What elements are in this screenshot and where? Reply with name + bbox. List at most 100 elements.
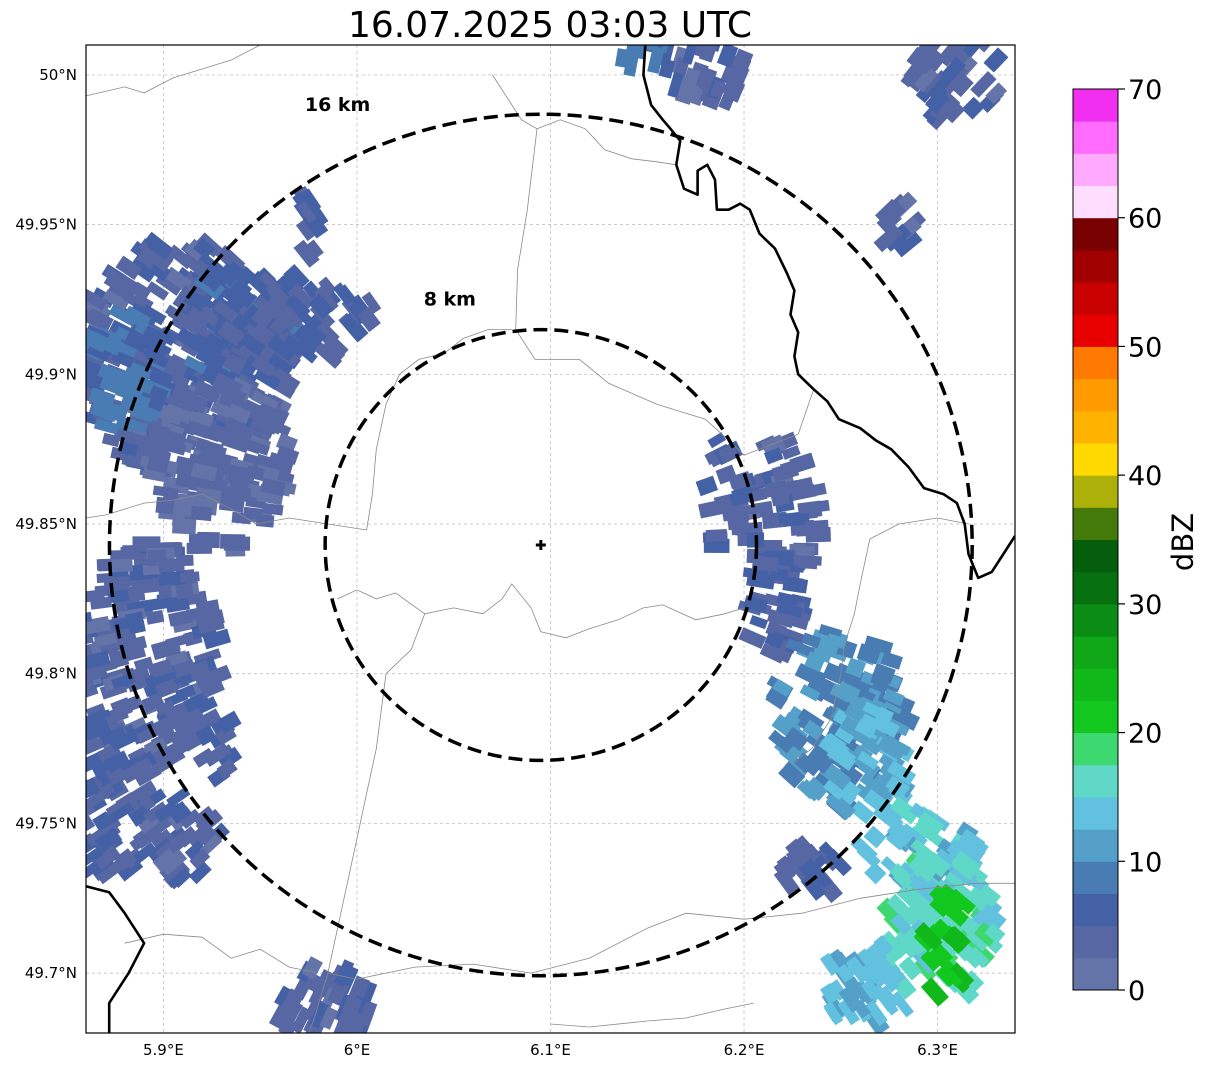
precip-cell [199,834,223,856]
precip-cell [729,48,754,78]
precip-cell [864,999,888,1027]
colorbar-label: dBZ [1166,513,1200,571]
precip-cell [781,445,801,460]
precip-cell [795,664,820,685]
precip-cell [136,724,162,744]
precip-cell [826,766,852,791]
precip-cell [94,827,123,853]
precip-cell [193,382,221,403]
precip-cell [795,752,822,777]
precip-cell [863,635,894,655]
colorbar-swatch [1073,700,1118,734]
range-ring-label: 8 km [424,288,476,310]
precip-cell [667,71,684,99]
colorbar-swatch [1073,314,1118,347]
colorbar-swatch [1073,185,1118,219]
precip-cell [920,977,949,1007]
precip-cell [145,737,168,756]
precip-cell [155,430,175,448]
precip-cell [287,283,316,312]
lat-tick-label: 49.85°N [15,515,77,533]
precip-cell [948,888,976,915]
precip-cell [183,691,211,713]
precip-cell [768,729,794,754]
precip-cell [806,861,832,889]
admin-boundary-line [366,328,512,531]
colorbar-swatch [1073,475,1118,508]
precip-cell [86,357,102,377]
precip-cell [146,456,170,474]
precip-cell [118,440,139,457]
precip-cell [834,797,857,818]
precip-cell [985,82,1008,105]
precip-cell [682,45,697,65]
precip-cell [260,478,286,497]
precip-cell [698,67,718,93]
precip-cell [886,760,917,786]
precip-cell [275,445,300,465]
lat-tick-label: 49.7°N [25,964,77,982]
precip-cell [844,976,867,1001]
precip-cell [777,602,803,618]
precip-cell [873,935,894,956]
range-ring-label: 16 km [305,94,371,116]
colorbar-swatch [1073,829,1118,862]
lon-tick-label: 6.3°E [917,1041,958,1059]
precip-cell [111,558,133,573]
precip-cell [152,485,179,499]
precip-cell [729,489,753,506]
precip-cell [337,999,356,1025]
colorbar-tick-label: 30 [1128,590,1162,621]
precip-cell [130,842,157,866]
precip-cell [147,549,167,566]
precip-cell [709,79,726,99]
precip-cell [776,591,800,607]
colorbar-swatch [1073,539,1118,573]
precip-cell [886,819,912,844]
precip-cell [268,452,291,469]
admin-boundary-line [308,613,426,1033]
precip-cell [908,855,937,883]
precip-cell [849,800,875,825]
precip-cell [145,350,170,369]
precip-cell [940,56,966,84]
precip-cell [319,1006,339,1030]
precip-cell [950,73,974,98]
precip-cell [153,641,181,657]
colorbar-tick-label: 50 [1128,332,1162,363]
colorbar-tick-label: 20 [1128,719,1162,750]
precip-cell [141,692,165,713]
lat-tick-label: 49.9°N [25,365,77,383]
precip-cell [210,400,233,419]
precip-cell [285,294,311,320]
precip-cell [863,825,887,849]
precip-cell [96,860,124,885]
precip-cell [230,283,257,309]
precip-cell [226,403,252,424]
precip-cell [193,237,216,260]
precip-cell [933,891,964,921]
colorbar-swatch [1073,89,1118,122]
precip-cell [890,913,913,936]
precip-cell [796,780,817,800]
precip-cell [856,844,881,869]
precip-cell [58,630,82,645]
precip-cell [318,276,337,297]
precip-cell [886,934,911,959]
colorbar-swatch [1073,378,1118,412]
precip-cell [103,750,131,774]
precip-cell [682,67,701,89]
lat-tick-label: 50°N [39,66,77,84]
precip-cell [112,616,141,631]
precip-cell [171,867,192,889]
precip-cell [845,955,871,984]
precip-cell [155,678,179,699]
precip-cell [975,45,996,53]
precip-cell [102,289,130,311]
precip-cell [146,281,170,301]
precip-cell [772,678,793,698]
precip-cell [826,633,848,650]
precip-cell [823,643,849,662]
precip-cell [780,711,803,734]
precip-cell [186,542,213,555]
